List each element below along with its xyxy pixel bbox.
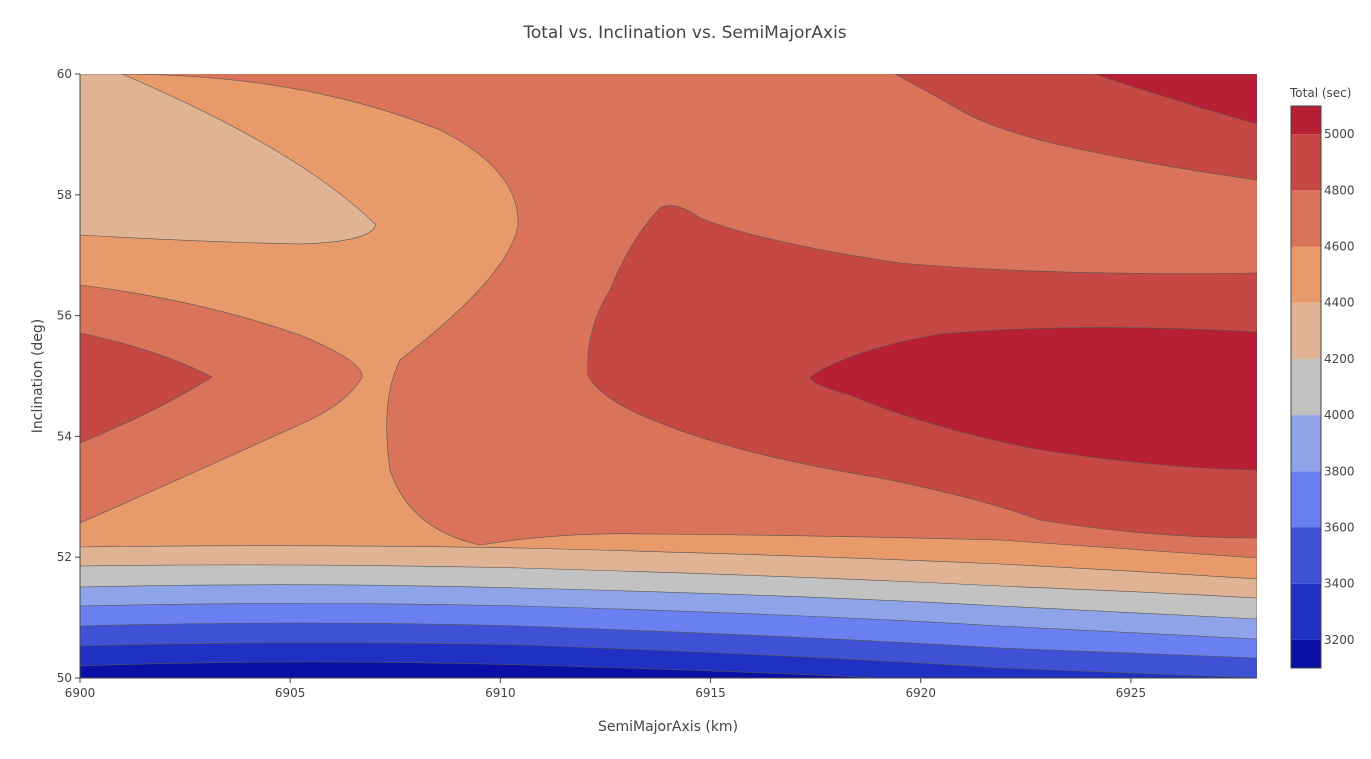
colorbar-tick-label: 4000 <box>1324 408 1355 422</box>
y-axis-title: Inclination (deg) <box>30 319 46 434</box>
colorbar-tick-label: 4400 <box>1324 296 1355 310</box>
colorbar-band <box>1291 302 1321 359</box>
x-axis: 6900 6905 6910 6915 6920 6925 SemiMajorAxis (… <box>65 677 1257 735</box>
colorbar-band <box>1291 471 1321 528</box>
colorbar-tick-label: 3600 <box>1324 521 1355 535</box>
contour-band-5000-top-right <box>1094 74 1257 125</box>
x-tick-label: 6900 <box>65 686 96 700</box>
colorbar-tick-label: 5000 <box>1324 127 1355 141</box>
colorbar-tick-label: 4800 <box>1324 183 1355 197</box>
x-tick-label: 6910 <box>485 686 516 700</box>
contour-plot-area <box>80 74 1257 678</box>
y-tick-label: 58 <box>57 188 72 202</box>
contour-band-5000-right <box>809 327 1257 471</box>
x-tick-label: 6920 <box>905 686 936 700</box>
colorbar: Total (sec) 3200 3400 3600 3800 4000 4200 4400… <box>1289 86 1355 669</box>
x-tick-label: 6925 <box>1116 686 1147 700</box>
colorbar-band <box>1291 246 1321 303</box>
colorbar-tick-label: 3400 <box>1324 577 1355 591</box>
y-tick-label: 60 <box>57 67 72 81</box>
contour-band-3100 <box>80 661 881 678</box>
colorbar-band <box>1291 190 1321 247</box>
contour-band-4600-left <box>80 284 363 524</box>
colorbar-band <box>1291 583 1321 640</box>
colorbar-band <box>1291 639 1321 668</box>
colorbar-title: Total (sec) <box>1289 86 1351 100</box>
chart-title: Total vs. Inclination vs. SemiMajorAxis <box>522 23 846 43</box>
y-tick-label: 52 <box>57 550 72 564</box>
x-tick-label: 6915 <box>695 686 726 700</box>
x-axis-title: SemiMajorAxis (km) <box>598 719 738 735</box>
colorbar-band <box>1291 527 1321 584</box>
colorbar-tick-label: 4600 <box>1324 240 1355 254</box>
contour-band-4200-top-left <box>80 74 377 245</box>
colorbar-band <box>1291 358 1321 416</box>
colorbar-tick-label: 3200 <box>1324 633 1355 647</box>
y-tick-label: 56 <box>57 309 72 323</box>
x-tick-label: 6905 <box>275 686 306 700</box>
contour-band-4800-top-right <box>894 74 1257 181</box>
contour-band-4800-left <box>80 332 213 444</box>
colorbar-tick-label: 4200 <box>1324 352 1355 366</box>
colorbar-band <box>1291 415 1321 472</box>
colorbar-band <box>1291 106 1321 135</box>
y-tick-label: 50 <box>57 671 72 685</box>
y-tick-label: 54 <box>57 429 72 443</box>
colorbar-band <box>1291 134 1321 191</box>
colorbar-tick-label: 3800 <box>1324 464 1355 478</box>
y-axis: 50 52 54 56 58 60 Inclination (deg) <box>30 67 81 685</box>
